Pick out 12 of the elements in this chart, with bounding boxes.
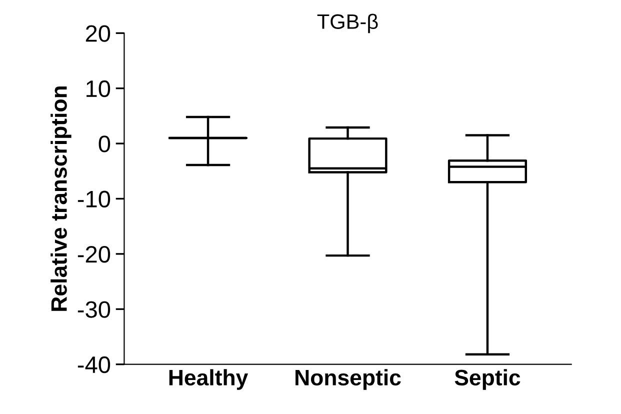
y-tick-label: 0 — [98, 136, 110, 152]
x-tick-label: Healthy — [169, 369, 248, 390]
y-tick-label: -10 — [78, 190, 110, 208]
y-tick-label: 10 — [86, 80, 110, 98]
y-tick-label: -40 — [78, 356, 110, 374]
y-tick-label: -30 — [78, 301, 110, 318]
x-tick-label: Nonseptic — [296, 369, 401, 390]
y-tick-label: -20 — [78, 246, 110, 263]
y-tick-label: 20 — [86, 25, 110, 42]
x-tick-label: Septic — [454, 369, 520, 390]
y-axis-title: Relative transcription — [50, 86, 72, 311]
chart-title: TGB-β — [317, 14, 378, 34]
